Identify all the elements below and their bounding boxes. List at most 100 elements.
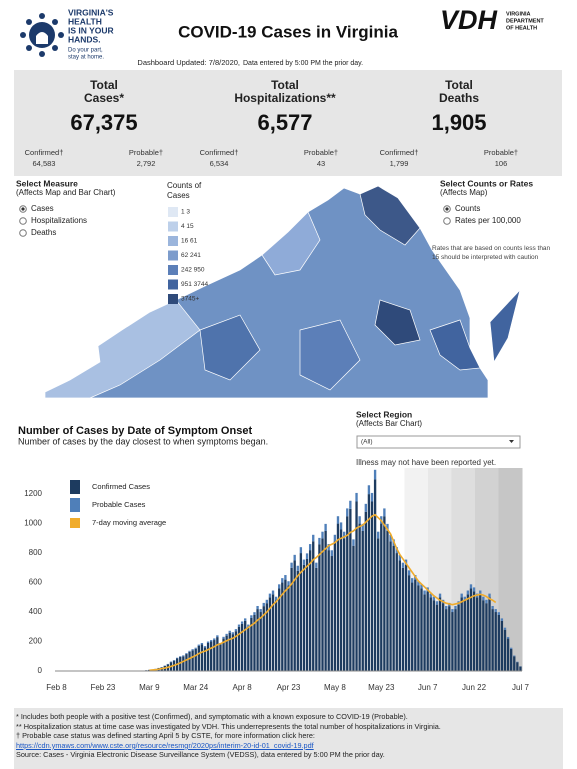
bar	[281, 582, 284, 671]
source-note: Source: Cases - Virginia Electronic Dise…	[16, 750, 385, 760]
bar	[454, 605, 457, 610]
summary-total: 6,577	[257, 110, 312, 135]
legend-swatch	[168, 265, 178, 275]
footnote-link[interactable]: https://cdn.ymaws.com/www.cste.org/resou…	[16, 740, 314, 750]
bar	[228, 632, 231, 671]
bar	[506, 638, 510, 671]
bar	[438, 593, 442, 598]
bar	[225, 633, 228, 636]
counts-legend-title: Counts of	[167, 181, 202, 190]
bar	[284, 579, 287, 671]
x-tick-label: Jun 22	[462, 683, 487, 692]
bar	[367, 485, 371, 495]
bar	[386, 530, 389, 671]
radio[interactable]	[19, 229, 27, 237]
x-tick-label: Jul 7	[512, 683, 529, 692]
bar	[213, 638, 216, 641]
bar	[302, 564, 306, 671]
bar	[302, 559, 306, 565]
bar	[494, 609, 497, 613]
bar	[262, 606, 265, 671]
bar	[247, 624, 250, 627]
chart-annotation: Illness may not have been reported yet.	[356, 458, 496, 467]
probable-label: Probable†	[129, 148, 163, 157]
bar	[355, 501, 358, 671]
summary-title: Cases*	[84, 91, 124, 105]
bar	[237, 626, 241, 671]
bar	[278, 584, 281, 589]
bar	[315, 562, 318, 568]
bar	[488, 593, 491, 598]
footnote: * Includes both people with a positive t…	[16, 712, 408, 721]
summary-title: Total	[90, 78, 118, 92]
legend-bin: 1 3	[181, 209, 190, 216]
bar	[253, 614, 256, 671]
bar	[503, 629, 507, 671]
bar	[479, 590, 482, 595]
bar	[404, 564, 408, 671]
bar	[479, 594, 482, 671]
legend-bin: 16 61	[181, 238, 198, 245]
page-title: COVID-19 Cases in Virginia	[178, 22, 398, 41]
confirmed-label: Confirmed†	[25, 148, 64, 157]
bar	[179, 656, 182, 657]
bar	[247, 626, 250, 671]
bar	[420, 584, 423, 589]
bar	[336, 516, 340, 524]
bar	[327, 550, 330, 671]
bar	[417, 585, 420, 671]
x-tick-label: Apr 8	[233, 683, 253, 692]
bar	[510, 648, 513, 671]
bar	[423, 590, 426, 595]
y-tick-label: 1000	[24, 519, 42, 528]
bar	[454, 609, 457, 671]
vdh-subtitle: OF HEALTH	[506, 25, 537, 31]
confirmed-value: 1,799	[390, 159, 409, 168]
bar	[432, 600, 436, 671]
legend-bin: 951 3744	[181, 281, 208, 288]
bar	[445, 609, 448, 671]
bar	[197, 644, 200, 646]
bar	[472, 591, 476, 671]
legend-label: 7-day moving average	[92, 518, 166, 527]
logo-text: HANDS.	[68, 34, 101, 44]
logo-tagline: Do your part,	[68, 48, 103, 54]
bar	[352, 539, 355, 546]
probable-value: 106	[495, 159, 508, 168]
bar	[346, 508, 349, 517]
bar	[500, 620, 504, 671]
bar	[386, 523, 389, 531]
footnote: ** Hospitalization status at time case w…	[16, 721, 441, 731]
bar	[296, 565, 299, 571]
bar	[383, 508, 386, 517]
bar	[333, 534, 337, 542]
legend-swatch	[168, 250, 178, 261]
legend-bin: 4 15	[181, 223, 194, 230]
bar	[278, 588, 281, 671]
region-dropdown[interactable]	[356, 435, 521, 449]
vdh-subtitle: DEPARTMENT	[506, 18, 544, 24]
vdh-logo: VDH	[440, 5, 498, 35]
bar	[389, 534, 392, 542]
bar	[321, 538, 324, 671]
bar	[339, 529, 343, 671]
bar	[349, 508, 352, 671]
measure-option: Cases	[31, 204, 54, 213]
bar	[466, 590, 470, 595]
y-tick-label: 400	[29, 607, 43, 616]
legend-bin: 62 241	[181, 252, 201, 259]
bar	[361, 530, 364, 671]
radio[interactable]	[443, 217, 451, 225]
y-tick-label: 800	[29, 548, 43, 557]
bar	[411, 582, 414, 671]
legend-label: Confirmed Cases	[92, 482, 150, 491]
bar	[438, 597, 442, 671]
bar	[188, 650, 191, 652]
legend-swatch	[70, 518, 80, 528]
bar	[445, 605, 448, 610]
chart-title: Number of Cases by Date of Symptom Onset	[18, 425, 252, 437]
radio[interactable]	[19, 217, 27, 225]
bar	[342, 531, 346, 539]
bar	[398, 560, 402, 671]
